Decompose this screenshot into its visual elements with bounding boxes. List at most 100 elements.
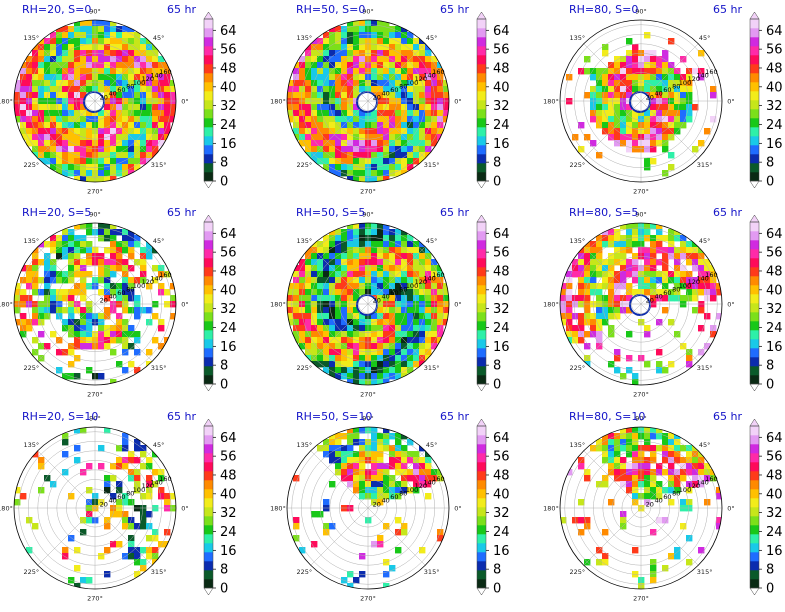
colorbar-segment xyxy=(477,55,486,65)
colorbar-tick-label: 40 xyxy=(493,80,510,95)
colorbar-tick-label: 16 xyxy=(493,544,510,559)
angular-tick-label: 45° xyxy=(426,441,438,449)
panel-title: RH=80, S=5 xyxy=(569,206,638,219)
colorbar-extend-min xyxy=(203,587,214,596)
colorbar-segment xyxy=(204,276,213,286)
colorbar-segment xyxy=(204,249,213,259)
colorbar-segment xyxy=(204,222,213,232)
colorbar: 0 8 16 24 32 40 48 56 64 xyxy=(476,418,510,597)
colorbar-extend-max xyxy=(476,214,487,223)
colorbar-tick-label: 64 xyxy=(766,24,783,39)
radial-tick-label: 20 xyxy=(373,296,381,304)
radial-tick-label: 120 xyxy=(688,482,700,490)
colorbar-tick-label: 56 xyxy=(766,43,783,58)
panel: 0°45°90°135°180°225°270°315°204060801001… xyxy=(0,206,237,399)
colorbar-tick-label: 16 xyxy=(220,544,237,559)
angular-tick-label: 45° xyxy=(153,237,165,245)
angular-tick-label: 225° xyxy=(570,161,586,169)
colorbar-tick-label: 48 xyxy=(220,264,237,279)
colorbar-segment xyxy=(204,163,213,173)
colorbar-tick-label: 48 xyxy=(220,468,237,483)
colorbar-frame xyxy=(476,221,487,385)
colorbar-segment xyxy=(204,312,213,322)
colorbar-segment xyxy=(750,348,759,358)
colorbar-segment xyxy=(750,145,759,155)
colorbar-tick-label: 0 xyxy=(493,378,501,393)
colorbar-segment xyxy=(750,453,759,463)
time-label: 65 hr xyxy=(713,3,742,16)
colorbar-segment xyxy=(477,64,486,74)
colorbar-tick-label: 64 xyxy=(493,24,510,39)
angular-tick-label: 315° xyxy=(424,364,440,372)
colorbar-segment xyxy=(750,462,759,472)
colorbar-tick-label: 32 xyxy=(766,99,783,114)
colorbar-segment xyxy=(750,570,759,580)
colorbar-tick-label: 16 xyxy=(766,544,783,559)
radial-tick-label: 80 xyxy=(399,285,407,293)
angular-tick-label: 315° xyxy=(424,568,440,576)
time-label: 65 hr xyxy=(440,3,469,16)
colorbar-segment xyxy=(204,462,213,472)
panel: 0°45°90°135°180°225°270°315°204060801001… xyxy=(0,410,237,603)
colorbar-segment xyxy=(477,163,486,173)
colorbar-tick-label: 64 xyxy=(766,227,783,242)
colorbar-tick-label: 48 xyxy=(493,264,510,279)
colorbar-tick-label: 40 xyxy=(766,487,783,502)
angular-tick-label: 135° xyxy=(570,237,586,245)
polar-frame xyxy=(286,19,450,183)
radial-tick-label: 140 xyxy=(150,478,162,486)
radial-tick-label: 120 xyxy=(142,75,154,83)
colorbar-frame xyxy=(749,425,760,589)
colorbar-segment xyxy=(750,543,759,553)
colorbar-tick-label: 24 xyxy=(220,321,237,336)
colorbar-segment xyxy=(477,552,486,562)
angular-tick-label: 315° xyxy=(697,568,713,576)
colorbar-segment xyxy=(750,231,759,241)
colorbar-segment xyxy=(204,231,213,241)
angular-tick-label: 135° xyxy=(24,441,40,449)
colorbar-segment xyxy=(750,294,759,304)
colorbar-segment xyxy=(204,258,213,268)
colorbar-segment xyxy=(477,303,486,313)
colorbar-tick-label: 16 xyxy=(766,340,783,355)
angular-tick-label: 225° xyxy=(24,364,40,372)
colorbar-segment xyxy=(204,172,213,182)
colorbar-segment xyxy=(204,489,213,499)
colorbar-segment xyxy=(750,55,759,65)
angular-tick-label: 315° xyxy=(697,364,713,372)
colorbar-segment xyxy=(750,64,759,74)
colorbar-frame xyxy=(476,18,487,182)
colorbar-segment xyxy=(750,154,759,164)
colorbar-segment xyxy=(750,163,759,173)
colorbar-tick-label: 48 xyxy=(220,61,237,76)
radial-tick-label: 20 xyxy=(646,296,654,304)
colorbar-segment xyxy=(477,489,486,499)
polar-grid xyxy=(560,223,722,385)
colorbar-segment xyxy=(750,579,759,589)
colorbar-segment xyxy=(477,231,486,241)
colorbar-tick-label: 0 xyxy=(220,175,228,190)
radial-tick-label: 60 xyxy=(663,493,671,501)
angular-tick-label: 270° xyxy=(633,595,649,603)
radial-tick-label: 40 xyxy=(654,293,662,301)
angular-tick-label: 0° xyxy=(454,505,461,513)
colorbar-tick-label: 32 xyxy=(493,99,510,114)
colorbar-segment xyxy=(204,453,213,463)
angular-tick-label: 315° xyxy=(151,568,167,576)
angular-tick-label: 270° xyxy=(87,595,103,603)
colorbar-segment xyxy=(204,543,213,553)
panel-title: RH=50, S=5 xyxy=(296,206,365,219)
colorbar-extend-max xyxy=(203,418,214,427)
colorbar: 0 8 16 24 32 40 48 56 64 xyxy=(749,214,783,393)
colorbar-segment xyxy=(477,285,486,295)
colorbar-segment xyxy=(750,498,759,508)
angular-tick-label: 45° xyxy=(426,34,438,42)
colorbar-tick-label: 40 xyxy=(220,80,237,95)
colorbar-tick-label: 24 xyxy=(493,321,510,336)
angular-tick-label: 225° xyxy=(297,161,313,169)
colorbar-frame xyxy=(476,425,487,589)
colorbar-tick-label: 0 xyxy=(220,378,228,393)
angular-tick-label: 90° xyxy=(635,8,647,16)
radial-tick-label: 160 xyxy=(432,68,444,76)
radial-tick-label: 40 xyxy=(381,293,389,301)
